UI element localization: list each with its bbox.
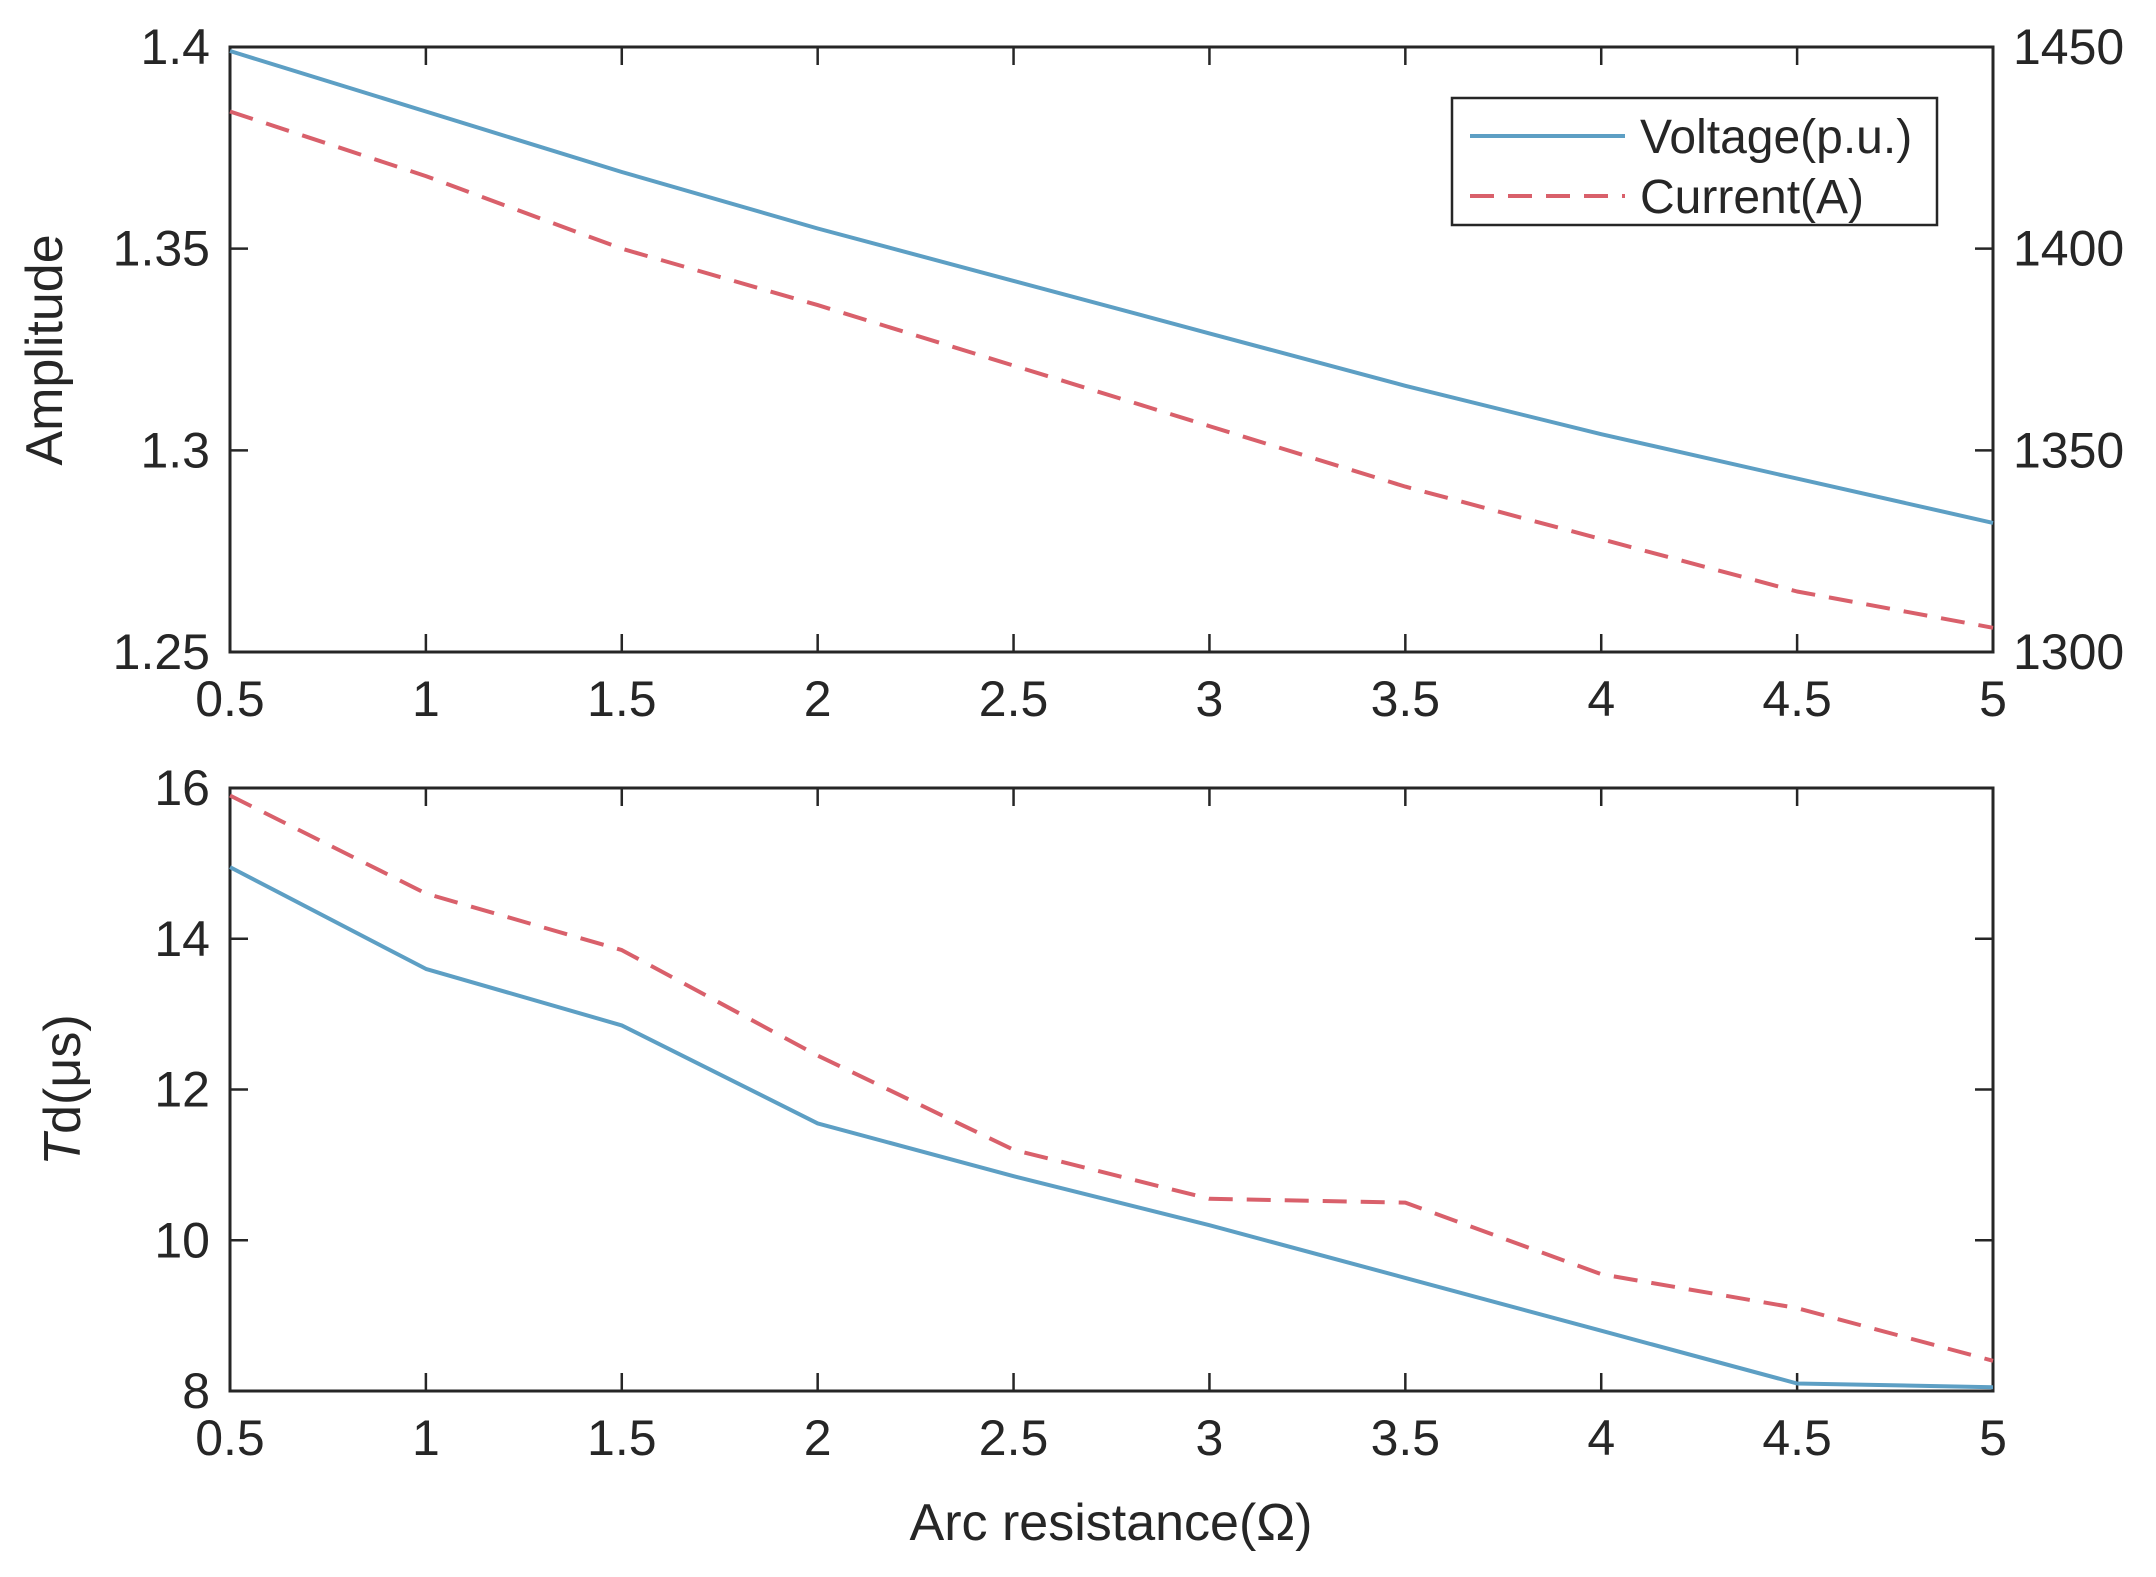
td-series-voltage (229, 865, 1994, 1390)
td-y-axis-label-rest: d(μs) (34, 1014, 92, 1134)
amplitude-y-axis-label: Amplitude (16, 234, 74, 465)
td-series-current (229, 793, 1994, 1363)
td-x-tick-label: 3.5 (1371, 1410, 1441, 1466)
amplitude-y-tick-label: 1.35 (113, 221, 210, 277)
amplitude-x-tick-label: 3 (1196, 671, 1224, 727)
amplitude-y2-tick-label: 1300 (2013, 624, 2124, 680)
amplitude-panel: 0.5 1 1.5 2 2.5 3 3.5 4 4.5 5 1.25 1.3 1.35 1.4 1300… (16, 19, 2124, 727)
amplitude-y-tick-label: 1.4 (140, 19, 210, 75)
td-x-tick-label: 4.5 (1762, 1410, 1832, 1466)
td-y-tick-label: 8 (182, 1363, 210, 1419)
td-y-tick-label: 12 (154, 1062, 210, 1118)
amplitude-x-tick-label: 2 (804, 671, 832, 727)
legend: Voltage(p.u.) Current(A) (1450, 96, 1939, 227)
amplitude-y-ticks: 1.25 1.3 1.35 1.4 (113, 19, 248, 680)
amplitude-series-current-a (229, 109, 1994, 630)
amplitude-x-tick-label: 3.5 (1371, 671, 1441, 727)
amplitude-x-tick-label: 5 (1979, 671, 2007, 727)
amplitude-x-tick-label: 1 (412, 671, 440, 727)
amplitude-series (229, 49, 1994, 630)
amplitude-y2-tick-label: 1450 (2013, 19, 2124, 75)
td-panel: 0.5 1 1.5 2 2.5 3 3.5 4 4.5 5 8 10 12 14 16 Td(μs) Ar… (34, 760, 2007, 1552)
td-x-ticks: 0.5 1 1.5 2 2.5 3 3.5 4 4.5 5 (195, 788, 2007, 1466)
amplitude-y-tick-label: 1.3 (140, 422, 210, 478)
legend-current-label: Current(A) (1640, 171, 1864, 224)
td-x-tick-label: 5 (1979, 1410, 2007, 1466)
td-y-tick-label: 14 (154, 911, 210, 967)
td-y-axis-label-italic: T (34, 1131, 92, 1166)
x-axis-label: Arc resistance(Ω) (910, 1494, 1313, 1552)
legend-voltage-label: Voltage(p.u.) (1640, 111, 1912, 164)
td-x-tick-label: 0.5 (195, 1410, 265, 1466)
amplitude-x-tick-label: 4.5 (1762, 671, 1832, 727)
td-y-ticks: 8 10 12 14 16 (154, 760, 1993, 1419)
amplitude-series-voltage-p-u (229, 49, 1994, 525)
amplitude-x-tick-label: 2.5 (979, 671, 1049, 727)
amplitude-x-tick-label: 0.5 (195, 671, 265, 727)
td-x-tick-label: 1.5 (587, 1410, 657, 1466)
legend-box (1450, 96, 1939, 227)
td-x-tick-label: 2 (804, 1410, 832, 1466)
td-x-tick-label: 1 (412, 1410, 440, 1466)
amplitude-y-tick-label: 1.25 (113, 624, 210, 680)
td-plot-area (228, 786, 1995, 1393)
td-y-tick-label: 16 (154, 760, 210, 816)
amplitude-y2-tick-label: 1400 (2013, 221, 2124, 277)
amplitude-x-tick-label: 1.5 (587, 671, 657, 727)
td-x-tick-label: 4 (1587, 1410, 1615, 1466)
td-y-axis-label: Td(μs) (34, 1014, 92, 1165)
td-series (229, 793, 1994, 1390)
amplitude-x-tick-label: 4 (1587, 671, 1615, 727)
amplitude-x-ticks: 0.5 1 1.5 2 2.5 3 3.5 4 4.5 5 (195, 47, 2007, 727)
td-x-tick-label: 2.5 (979, 1410, 1049, 1466)
amplitude-y2-ticks: 1300 1350 1400 1450 (1975, 19, 2124, 680)
td-y-tick-label: 10 (154, 1212, 210, 1268)
amplitude-y2-tick-label: 1350 (2013, 422, 2124, 478)
td-x-tick-label: 3 (1196, 1410, 1224, 1466)
